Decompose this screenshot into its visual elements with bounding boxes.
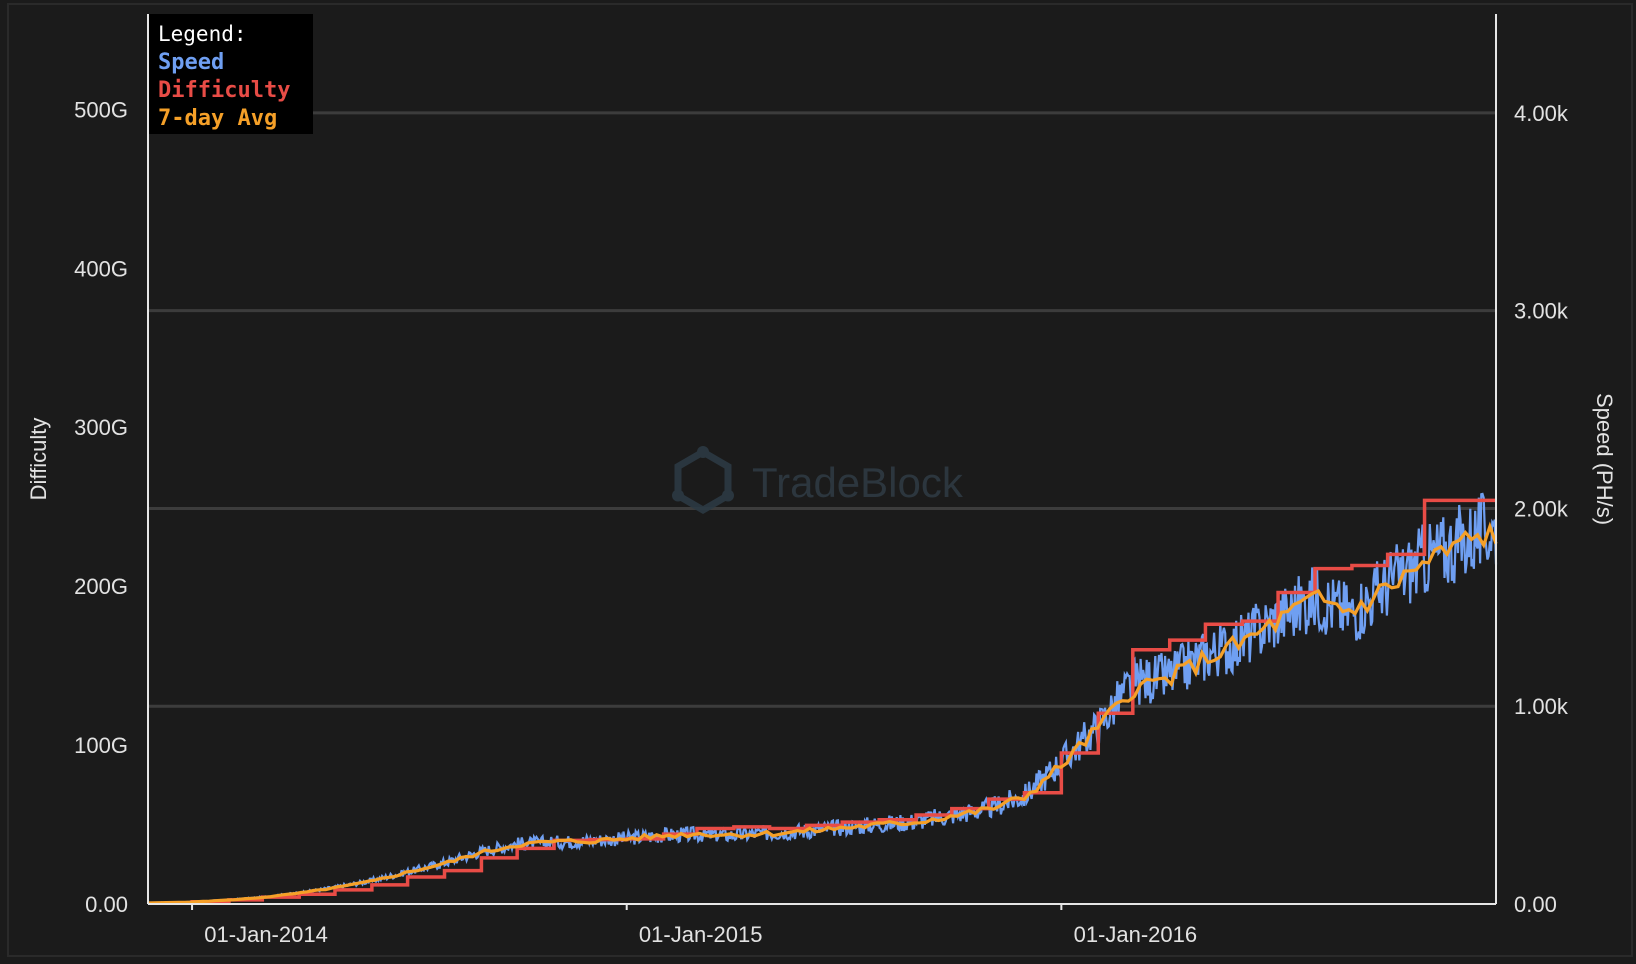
legend-box: [149, 14, 313, 134]
left-tick-label-2: 200G: [74, 574, 128, 599]
x-tick-label-0: 01-Jan-2014: [204, 922, 328, 947]
right-tick-label-0: 0.00: [1514, 892, 1557, 917]
left-tick-label-3: 300G: [74, 415, 128, 440]
left-tick-label-5: 500G: [74, 97, 128, 122]
grid-lines: [148, 111, 1496, 708]
watermark-text: TradeBlock: [752, 459, 964, 506]
outer-frame: [7, 3, 1633, 957]
series-difficulty-line: [148, 498, 1496, 905]
series-lines: [147, 492, 1498, 905]
right-tick-label-4: 4.00k: [1514, 101, 1569, 126]
legend-item-speed: Speed: [158, 50, 224, 75]
x-tick-label-1: 01-Jan-2015: [639, 922, 763, 947]
x-axis-ticks: 01-Jan-2014 01-Jan-2015 01-Jan-2016: [191, 904, 1198, 947]
legend: Legend: Speed Difficulty 7-day Avg: [149, 14, 313, 134]
left-tick-label-0: 0.00: [85, 892, 128, 917]
tradeblock-logo-icon: [672, 446, 734, 515]
series-7day-avg-line: [147, 521, 1498, 905]
legend-title: Legend:: [158, 22, 247, 46]
right-tick-label-3: 3.00k: [1514, 299, 1569, 324]
right-axis-title: Speed (PH/s): [1592, 393, 1617, 525]
left-tick-label-1: 100G: [74, 733, 128, 758]
right-axis-ticks: 0.00 1.00k 2.00k 3.00k 4.00k: [1514, 101, 1569, 917]
legend-item-difficulty: Difficulty: [158, 78, 290, 103]
watermark: TradeBlock: [672, 446, 964, 515]
right-tick-label-2: 2.00k: [1514, 496, 1569, 521]
x-tick-label-2: 01-Jan-2016: [1074, 922, 1198, 947]
left-tick-label-4: 400G: [74, 256, 128, 281]
left-axis-title: Difficulty: [26, 418, 51, 501]
left-axis-ticks: 0.00 100G 200G 300G 400G 500G: [74, 97, 128, 917]
legend-item-7day-avg: 7-day Avg: [158, 106, 277, 131]
right-tick-label-1: 1.00k: [1514, 694, 1569, 719]
